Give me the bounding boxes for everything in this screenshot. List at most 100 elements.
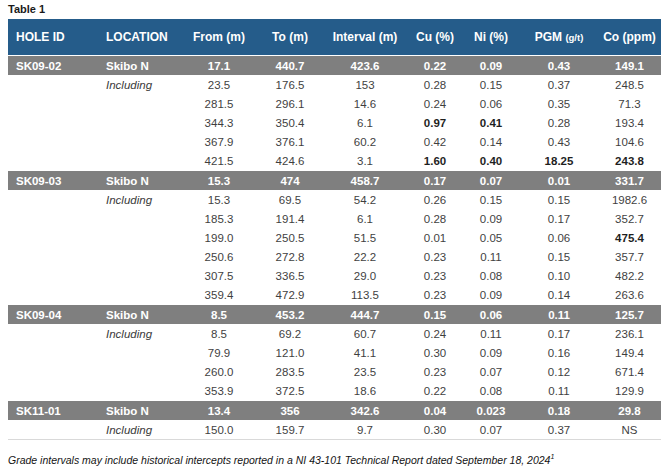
cell-to: 191.4	[258, 209, 322, 228]
cell-hole	[8, 94, 98, 113]
cell-interval: 23.5	[322, 362, 408, 381]
cell-to: 336.5	[258, 266, 322, 285]
cell-interval: 6.1	[322, 209, 408, 228]
footnotes: Grade intervals may include historical i…	[8, 449, 661, 466]
cell-cu: 0.26	[408, 190, 462, 209]
cell-location: Skibo N	[98, 305, 180, 325]
cell-to: 121.0	[258, 343, 322, 362]
header-label: HOLE ID	[16, 30, 65, 44]
cell-from: 17.1	[180, 56, 258, 76]
cell-ni: 0.07	[462, 171, 520, 191]
cell-from: 421.5	[180, 151, 258, 171]
cell-pgm: 0.16	[520, 343, 598, 362]
include-row: 199.0250.551.50.010.050.06475.4	[8, 228, 661, 247]
cell-ni: 0.08	[462, 381, 520, 401]
cell-location: Including	[98, 324, 180, 343]
cell-cu: 0.24	[408, 324, 462, 343]
cell-from: 23.5	[180, 75, 258, 94]
page: Table 1 HOLE ID LOCATION From (m) To (m)…	[0, 0, 669, 466]
cell-pgm: 0.17	[520, 209, 598, 228]
include-row: Including150.0159.79.70.300.070.37NS	[8, 420, 661, 440]
cell-interval: 444.7	[322, 305, 408, 325]
cell-from: 344.3	[180, 113, 258, 132]
cell-pgm: 0.37	[520, 420, 598, 440]
cell-ni: 0.41	[462, 113, 520, 132]
cell-ni: 0.06	[462, 94, 520, 113]
cell-location	[98, 209, 180, 228]
cell-ni: 0.14	[462, 132, 520, 151]
cell-co: 193.4	[598, 113, 661, 132]
header-hole-id: HOLE ID	[8, 19, 98, 56]
cell-hole	[8, 151, 98, 171]
cell-interval: 22.2	[322, 247, 408, 266]
cell-cu: 0.23	[408, 362, 462, 381]
cell-interval: 153	[322, 75, 408, 94]
cell-pgm: 0.37	[520, 75, 598, 94]
footnote-text: Grade intervals may include historical i…	[8, 454, 550, 466]
header-ni: Ni (%)	[462, 19, 520, 56]
footnote-superscript: 1	[550, 453, 554, 460]
cell-hole	[8, 132, 98, 151]
cell-pgm: 0.18	[520, 401, 598, 421]
cell-interval: 3.1	[322, 151, 408, 171]
cell-interval: 113.5	[322, 285, 408, 305]
cell-interval: 6.1	[322, 113, 408, 132]
cell-interval: 54.2	[322, 190, 408, 209]
cell-location: Skibo N	[98, 171, 180, 191]
cell-hole	[8, 285, 98, 305]
cell-co: 263.6	[598, 285, 661, 305]
cell-pgm: 0.43	[520, 132, 598, 151]
include-row: 344.3350.46.10.970.410.28193.4	[8, 113, 661, 132]
cell-location	[98, 266, 180, 285]
cell-hole	[8, 113, 98, 132]
cell-to: 372.5	[258, 381, 322, 401]
cell-to: 69.2	[258, 324, 322, 343]
cell-interval: 60.7	[322, 324, 408, 343]
cell-cu: 0.23	[408, 266, 462, 285]
header-label: Cu (%)	[416, 30, 454, 44]
cell-cu: 0.30	[408, 343, 462, 362]
cell-ni: 0.09	[462, 209, 520, 228]
cell-co: 475.4	[598, 228, 661, 247]
cell-cu: 0.28	[408, 209, 462, 228]
cell-from: 79.9	[180, 343, 258, 362]
cell-cu: 0.30	[408, 420, 462, 440]
cell-pgm: 0.10	[520, 266, 598, 285]
cell-from: 307.5	[180, 266, 258, 285]
cell-hole	[8, 247, 98, 266]
cell-pgm: 0.06	[520, 228, 598, 247]
cell-interval: 60.2	[322, 132, 408, 151]
cell-to: 474	[258, 171, 322, 191]
cell-interval: 51.5	[322, 228, 408, 247]
header-unit: (g/t)	[565, 32, 583, 43]
header-label: Interval (m)	[333, 30, 398, 44]
cell-hole: SK09-03	[8, 171, 98, 191]
cell-interval: 458.7	[322, 171, 408, 191]
include-row: 185.3191.46.10.280.090.17352.7	[8, 209, 661, 228]
cell-from: 367.9	[180, 132, 258, 151]
cell-co: 125.7	[598, 305, 661, 325]
cell-co: 29.8	[598, 401, 661, 421]
include-row: 79.9121.041.10.300.090.16149.4	[8, 343, 661, 362]
header-to: To (m)	[258, 19, 322, 56]
cell-location: Skibo N	[98, 401, 180, 421]
cell-interval: 9.7	[322, 420, 408, 440]
cell-co: 248.5	[598, 75, 661, 94]
cell-location: Including	[98, 190, 180, 209]
cell-co: 243.8	[598, 151, 661, 171]
cell-pgm: 0.14	[520, 285, 598, 305]
include-row: 359.4472.9113.50.230.090.14263.6	[8, 285, 661, 305]
cell-to: 159.7	[258, 420, 322, 440]
cell-from: 150.0	[180, 420, 258, 440]
cell-from: 281.5	[180, 94, 258, 113]
cell-location: Including	[98, 75, 180, 94]
cell-hole	[8, 228, 98, 247]
cell-co: 149.4	[598, 343, 661, 362]
cell-cu: 0.28	[408, 75, 462, 94]
header-label: LOCATION	[106, 30, 168, 44]
header-label: Co (ppm)	[603, 30, 656, 44]
footnote-line-1: Grade intervals may include historical i…	[8, 449, 661, 466]
cell-pgm: 0.15	[520, 247, 598, 266]
cell-ni: 0.023	[462, 401, 520, 421]
include-row: 250.6272.822.20.230.110.15357.7	[8, 247, 661, 266]
